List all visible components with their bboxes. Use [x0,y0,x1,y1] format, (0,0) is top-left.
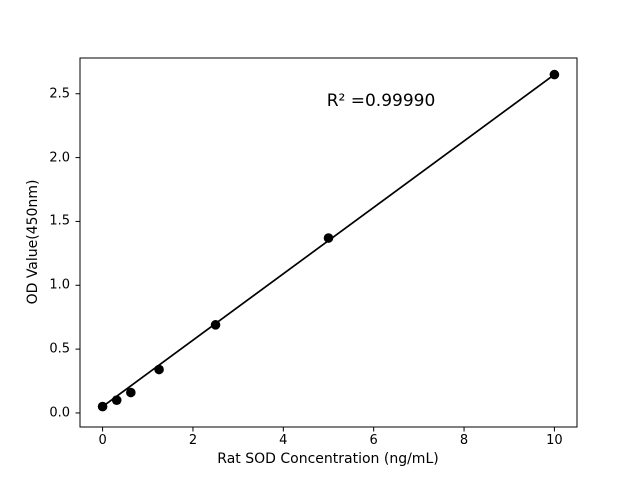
x-tick-label: 6 [369,433,378,448]
y-tick-label: 2.5 [49,86,70,102]
data-point-marker [323,233,334,243]
x-axis-label: Rat SOD Concentration (ng/mL) [217,451,439,467]
y-tick-label: 1.5 [49,213,70,229]
y-tick-label: 2.0 [49,150,70,166]
data-point-marker [111,395,122,405]
x-tick-label: 8 [459,433,469,448]
x-tick-label: 10 [546,433,563,448]
data-point-marker [97,401,108,412]
x-tick-label: 2 [188,433,198,448]
y-axis-label: OD Value(450nm) [25,179,41,305]
y-tick-label: 0.5 [49,341,70,357]
x-tick-label: 0 [98,433,107,448]
data-point-marker [549,69,560,80]
plot-border [79,57,578,428]
r-squared-annotation: R² =0.99990 [326,91,436,111]
y-tick-label: 0.0 [49,405,70,421]
x-tick-label: 4 [279,433,288,448]
data-point-marker [126,387,136,398]
data-point-marker [154,364,164,375]
y-tick-label: 1.0 [49,277,70,293]
data-point-marker [210,320,221,330]
